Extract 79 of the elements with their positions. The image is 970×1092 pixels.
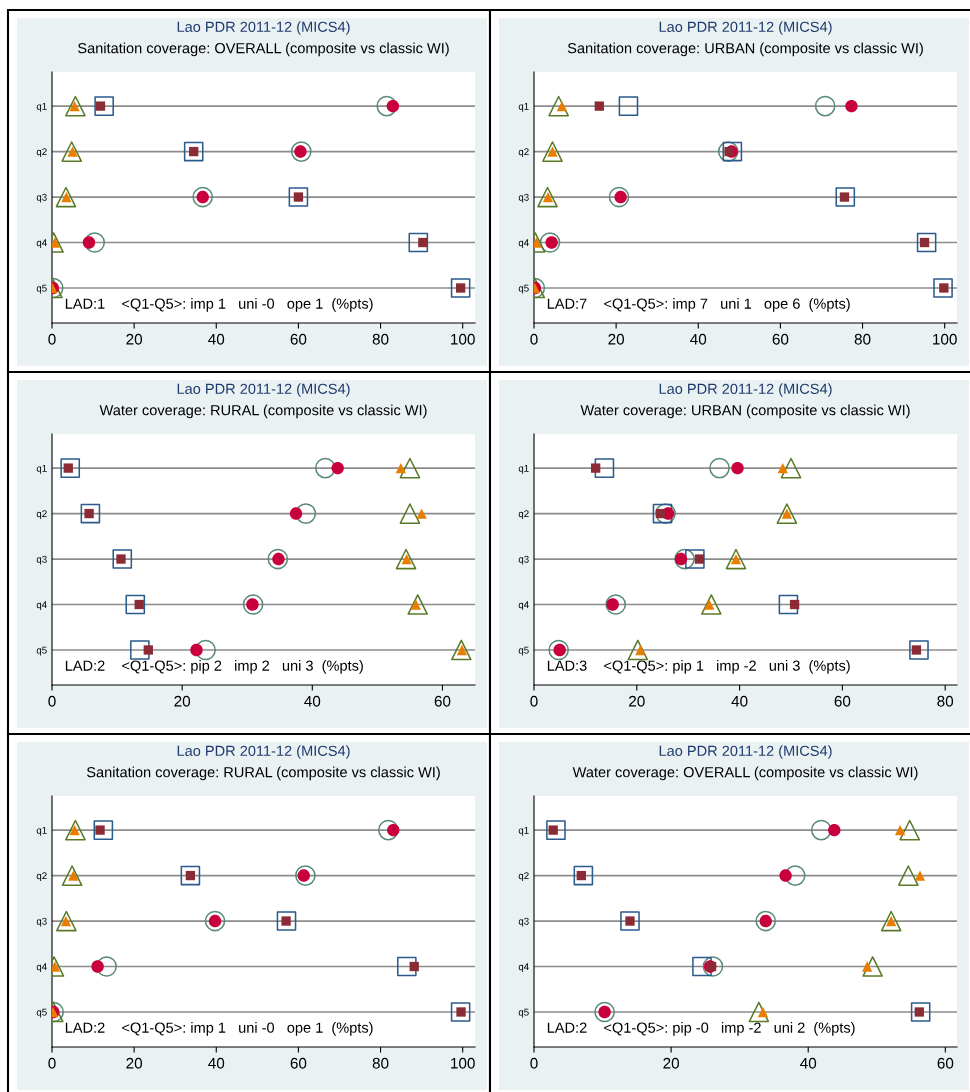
y-tick-label: q2	[36, 510, 47, 520]
y-tick-label: q4	[518, 239, 529, 249]
x-tick-label: 100	[451, 333, 475, 345]
x-tick-label: 100	[451, 1057, 475, 1069]
x-tick-label: 0	[48, 333, 56, 345]
x-tick-label: 40	[731, 695, 748, 707]
chart-subtitle: Water coverage: URBAN (composite vs classic WI)	[580, 404, 910, 419]
y-tick-label: q4	[518, 963, 529, 973]
y-tick-label: q5	[36, 284, 47, 294]
x-tick-label: 0	[48, 695, 56, 707]
y-tick-label: q4	[36, 963, 47, 973]
annotation: LAD:2 <Q1-Q5>: imp 1 uni -0 ope 1 (%pts)	[65, 1022, 373, 1036]
x-tick-label: 20	[608, 333, 625, 345]
chart-title: Lao PDR 2011-12 (MICS4)	[177, 21, 350, 35]
y-tick-label: q2	[518, 510, 529, 520]
x-tick-label: 20	[126, 333, 143, 345]
y-tick-label: q2	[518, 148, 529, 158]
y-tick-label: q3	[36, 917, 47, 927]
y-tick-label: q5	[518, 646, 529, 656]
x-tick-label: 80	[937, 695, 954, 707]
y-tick-label: q3	[518, 917, 529, 927]
y-tick-label: q2	[36, 148, 47, 158]
x-tick-label: 40	[208, 1057, 225, 1069]
annotation: LAD:3 <Q1-Q5>: pip 1 imp -2 uni 3 (%pts)	[547, 660, 850, 674]
x-tick-label: 40	[304, 695, 321, 707]
x-tick-label: 20	[629, 695, 645, 707]
y-tick-label: q4	[518, 601, 529, 611]
chart-subtitle: Sanitation coverage: OVERALL (composite vs classic WI)	[78, 42, 449, 57]
y-tick-label: q4	[36, 601, 47, 611]
chart-subtitle: Water coverage: OVERALL (composite vs classic WI)	[572, 766, 918, 781]
x-tick-label: 80	[854, 333, 871, 345]
x-tick-label: 60	[434, 695, 451, 707]
annotation: LAD:2 <Q1-Q5>: pip 2 imp 2 uni 3 (%pts)	[65, 660, 363, 674]
y-tick-label: q2	[518, 872, 529, 882]
y-tick-label: q1	[518, 826, 529, 836]
x-tick-label: 40	[800, 1057, 817, 1069]
x-tick-label: 0	[530, 1057, 538, 1069]
y-tick-label: q2	[36, 872, 47, 882]
x-tick-label: 0	[48, 1057, 56, 1069]
annotation: LAD:1 <Q1-Q5>: imp 1 uni -0 ope 1 (%pts)	[65, 298, 373, 312]
y-tick-label: q5	[36, 1008, 47, 1018]
y-tick-label: q3	[36, 193, 47, 203]
x-tick-label: 80	[372, 1057, 389, 1069]
chart-title: Lao PDR 2011-12 (MICS4)	[659, 383, 832, 397]
y-tick-label: q3	[518, 193, 529, 203]
y-tick-label: q1	[36, 464, 47, 474]
x-tick-label: 60	[937, 1057, 954, 1069]
y-tick-label: q4	[36, 239, 47, 249]
x-tick-label: 20	[126, 1057, 143, 1069]
x-tick-label: 0	[530, 695, 538, 707]
x-tick-label: 100	[933, 333, 957, 345]
x-tick-label: 60	[834, 695, 851, 707]
chart-subtitle: Water coverage: RURAL (composite vs classic WI)	[99, 404, 427, 419]
x-tick-label: 20	[174, 695, 191, 707]
chart-subtitle: Sanitation coverage: URBAN (composite vs classic WI)	[567, 42, 923, 57]
x-tick-label: 20	[663, 1057, 680, 1069]
x-tick-label: 60	[290, 333, 307, 345]
y-tick-label: q3	[518, 555, 529, 565]
y-tick-label: q3	[36, 555, 47, 565]
y-tick-label: q1	[36, 102, 47, 112]
chart-title: Lao PDR 2011-12 (MICS4)	[659, 21, 832, 35]
y-tick-label: q1	[36, 826, 47, 836]
x-tick-label: 40	[208, 333, 225, 345]
chart-title: Lao PDR 2011-12 (MICS4)	[177, 745, 350, 759]
x-tick-label: 40	[690, 333, 707, 345]
y-tick-label: q5	[518, 1008, 529, 1018]
x-tick-label: 60	[290, 1057, 307, 1069]
chart-subtitle: Sanitation coverage: RURAL (composite vs classic WI)	[86, 766, 440, 781]
y-tick-label: q5	[36, 646, 47, 656]
y-tick-label: q1	[518, 102, 529, 112]
chart-title: Lao PDR 2011-12 (MICS4)	[659, 745, 832, 759]
chart-title: Lao PDR 2011-12 (MICS4)	[177, 383, 350, 397]
y-tick-label: q5	[518, 284, 529, 294]
x-tick-label: 0	[530, 333, 538, 345]
x-tick-label: 60	[772, 333, 789, 345]
annotation: LAD:7 <Q1-Q5>: imp 7 uni 1 ope 6 (%pts)	[547, 298, 850, 312]
annotation: LAD:2 <Q1-Q5>: pip -0 imp -2 uni 2 (%pts)	[547, 1022, 855, 1036]
y-tick-label: q1	[518, 464, 529, 474]
x-tick-label: 80	[372, 333, 389, 345]
